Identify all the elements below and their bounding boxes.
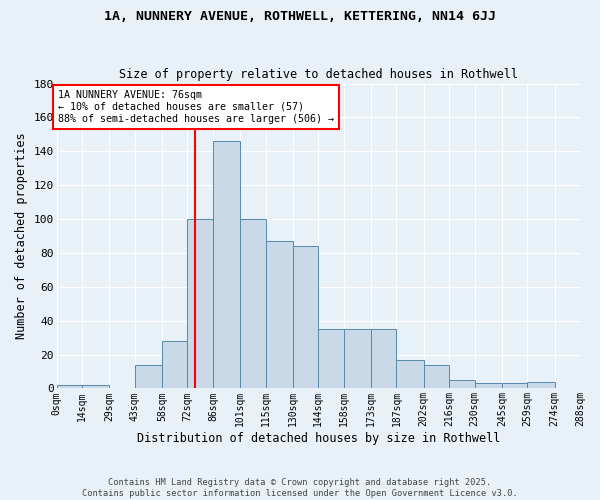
Bar bbox=[56, 385, 82, 388]
Bar bbox=[424, 364, 449, 388]
Bar bbox=[135, 364, 162, 388]
Bar bbox=[502, 384, 527, 388]
Text: Contains HM Land Registry data © Crown copyright and database right 2025.
Contai: Contains HM Land Registry data © Crown c… bbox=[82, 478, 518, 498]
Bar bbox=[527, 382, 554, 388]
Bar bbox=[371, 329, 397, 388]
Bar bbox=[266, 241, 293, 388]
Y-axis label: Number of detached properties: Number of detached properties bbox=[15, 132, 28, 340]
Bar bbox=[449, 380, 475, 388]
Bar bbox=[82, 385, 109, 388]
Bar bbox=[580, 385, 600, 388]
Bar bbox=[162, 341, 187, 388]
Bar bbox=[475, 384, 502, 388]
Bar bbox=[293, 246, 318, 388]
Bar bbox=[213, 141, 240, 388]
Bar bbox=[344, 329, 371, 388]
X-axis label: Distribution of detached houses by size in Rothwell: Distribution of detached houses by size … bbox=[137, 432, 500, 445]
Title: Size of property relative to detached houses in Rothwell: Size of property relative to detached ho… bbox=[119, 68, 518, 81]
Bar bbox=[187, 219, 213, 388]
Bar bbox=[397, 360, 424, 388]
Text: 1A NUNNERY AVENUE: 76sqm
← 10% of detached houses are smaller (57)
88% of semi-d: 1A NUNNERY AVENUE: 76sqm ← 10% of detach… bbox=[58, 90, 334, 124]
Bar bbox=[318, 329, 344, 388]
Bar bbox=[240, 219, 266, 388]
Text: 1A, NUNNERY AVENUE, ROTHWELL, KETTERING, NN14 6JJ: 1A, NUNNERY AVENUE, ROTHWELL, KETTERING,… bbox=[104, 10, 496, 23]
